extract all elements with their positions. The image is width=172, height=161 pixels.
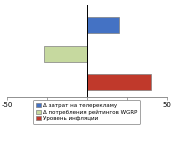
X-axis label: Δ, %: Δ, %: [78, 109, 95, 118]
Bar: [87, 74, 151, 90]
Bar: [44, 46, 87, 62]
Bar: [87, 17, 119, 33]
Legend: Δ затрат на телерекламу, Δ потребления рейтингов WGRP, Уровень инфляции: Δ затрат на телерекламу, Δ потребления р…: [33, 100, 140, 124]
